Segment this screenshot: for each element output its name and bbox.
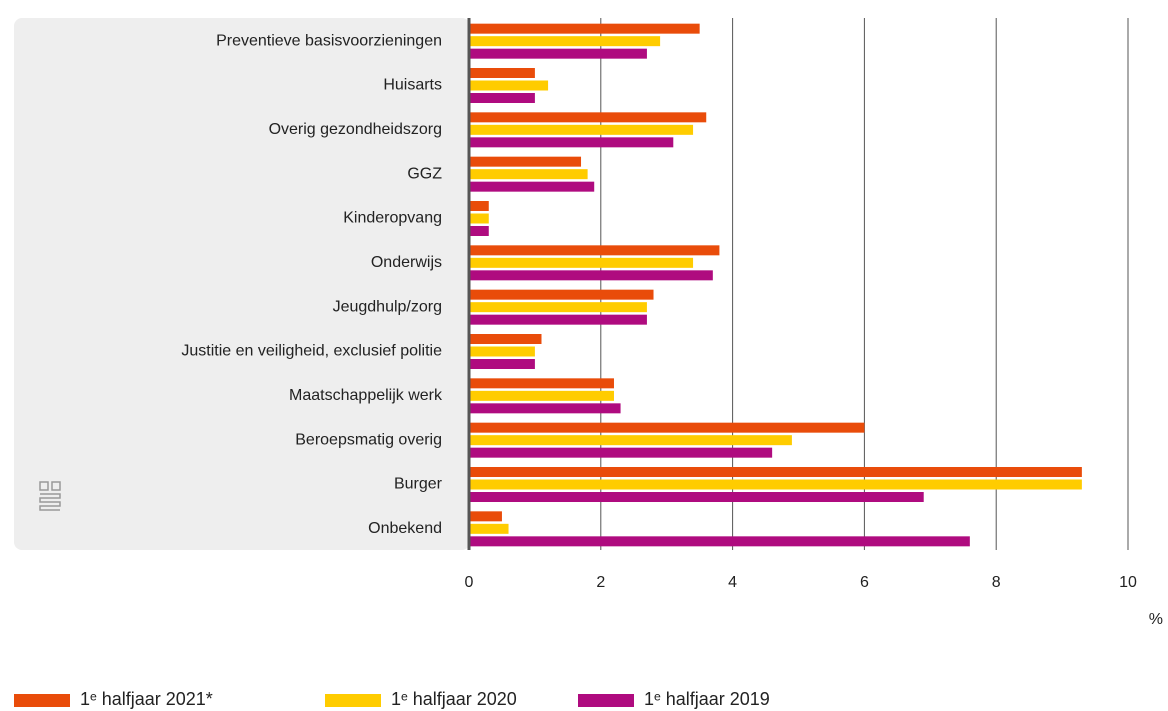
bar xyxy=(469,213,489,224)
y-tick-label: Overig gezondheidszorg xyxy=(269,121,442,138)
bar xyxy=(469,422,865,433)
legend-label: 1ᵉ halfjaar 2021* xyxy=(80,689,213,709)
bar xyxy=(469,270,713,281)
label-panel xyxy=(14,18,470,550)
y-tick-label: GGZ xyxy=(407,165,442,182)
y-tick-label: Jeugdhulp/zorg xyxy=(333,298,442,315)
bar xyxy=(469,137,674,148)
bar xyxy=(469,492,924,502)
bar xyxy=(469,68,535,78)
bar xyxy=(469,447,773,458)
bar xyxy=(469,257,694,268)
y-tick-label: Huisarts xyxy=(383,77,442,94)
bar xyxy=(469,346,535,357)
x-tick-label: 2 xyxy=(596,574,605,591)
bar xyxy=(469,479,1082,490)
bar xyxy=(469,226,489,236)
x-unit: % xyxy=(1149,611,1163,628)
y-tick-label: Onbekend xyxy=(368,520,442,537)
bar xyxy=(469,156,582,167)
bar xyxy=(469,201,489,211)
y-tick-label: Kinderopvang xyxy=(343,210,442,227)
x-tick-label: 0 xyxy=(465,574,474,591)
bar xyxy=(469,359,535,369)
x-tick-label: 10 xyxy=(1119,574,1137,591)
bar xyxy=(469,169,588,180)
bar xyxy=(469,390,614,401)
legend-swatch xyxy=(578,694,634,707)
x-tick-label: 8 xyxy=(992,574,1001,591)
y-tick-label: Onderwijs xyxy=(371,254,442,271)
bar xyxy=(469,124,694,135)
y-tick-label: Maatschappelijk werk xyxy=(289,387,443,404)
bar xyxy=(469,93,535,103)
y-tick-label: Justitie en veiligheid, exclusief politi… xyxy=(181,343,442,360)
x-tick-label: 6 xyxy=(860,574,869,591)
bar xyxy=(469,181,595,192)
bar xyxy=(469,302,647,313)
bar xyxy=(469,80,549,91)
bar xyxy=(469,23,700,34)
bar xyxy=(469,536,970,547)
bar xyxy=(469,36,661,47)
bar xyxy=(469,378,614,389)
bar xyxy=(469,48,647,59)
bar xyxy=(469,314,647,325)
bar xyxy=(469,523,509,534)
legend-swatch xyxy=(14,694,70,707)
legend-label: 1ᵉ halfjaar 2020 xyxy=(391,689,517,709)
legend-label: 1ᵉ halfjaar 2019 xyxy=(644,689,770,709)
bar xyxy=(469,245,720,256)
y-tick-label: Burger xyxy=(394,476,443,493)
x-tick-label: 4 xyxy=(728,574,737,591)
bar xyxy=(469,112,707,123)
bar xyxy=(469,334,542,344)
cbs-logo xyxy=(39,481,61,511)
legend-swatch xyxy=(325,694,381,707)
y-tick-label: Preventieve basisvoorzieningen xyxy=(216,32,442,49)
bar xyxy=(469,467,1082,477)
y-tick-label: Beroepsmatig overig xyxy=(295,431,442,448)
bar xyxy=(469,511,502,522)
bar xyxy=(469,435,792,446)
bar xyxy=(469,289,654,300)
bar xyxy=(469,403,621,414)
